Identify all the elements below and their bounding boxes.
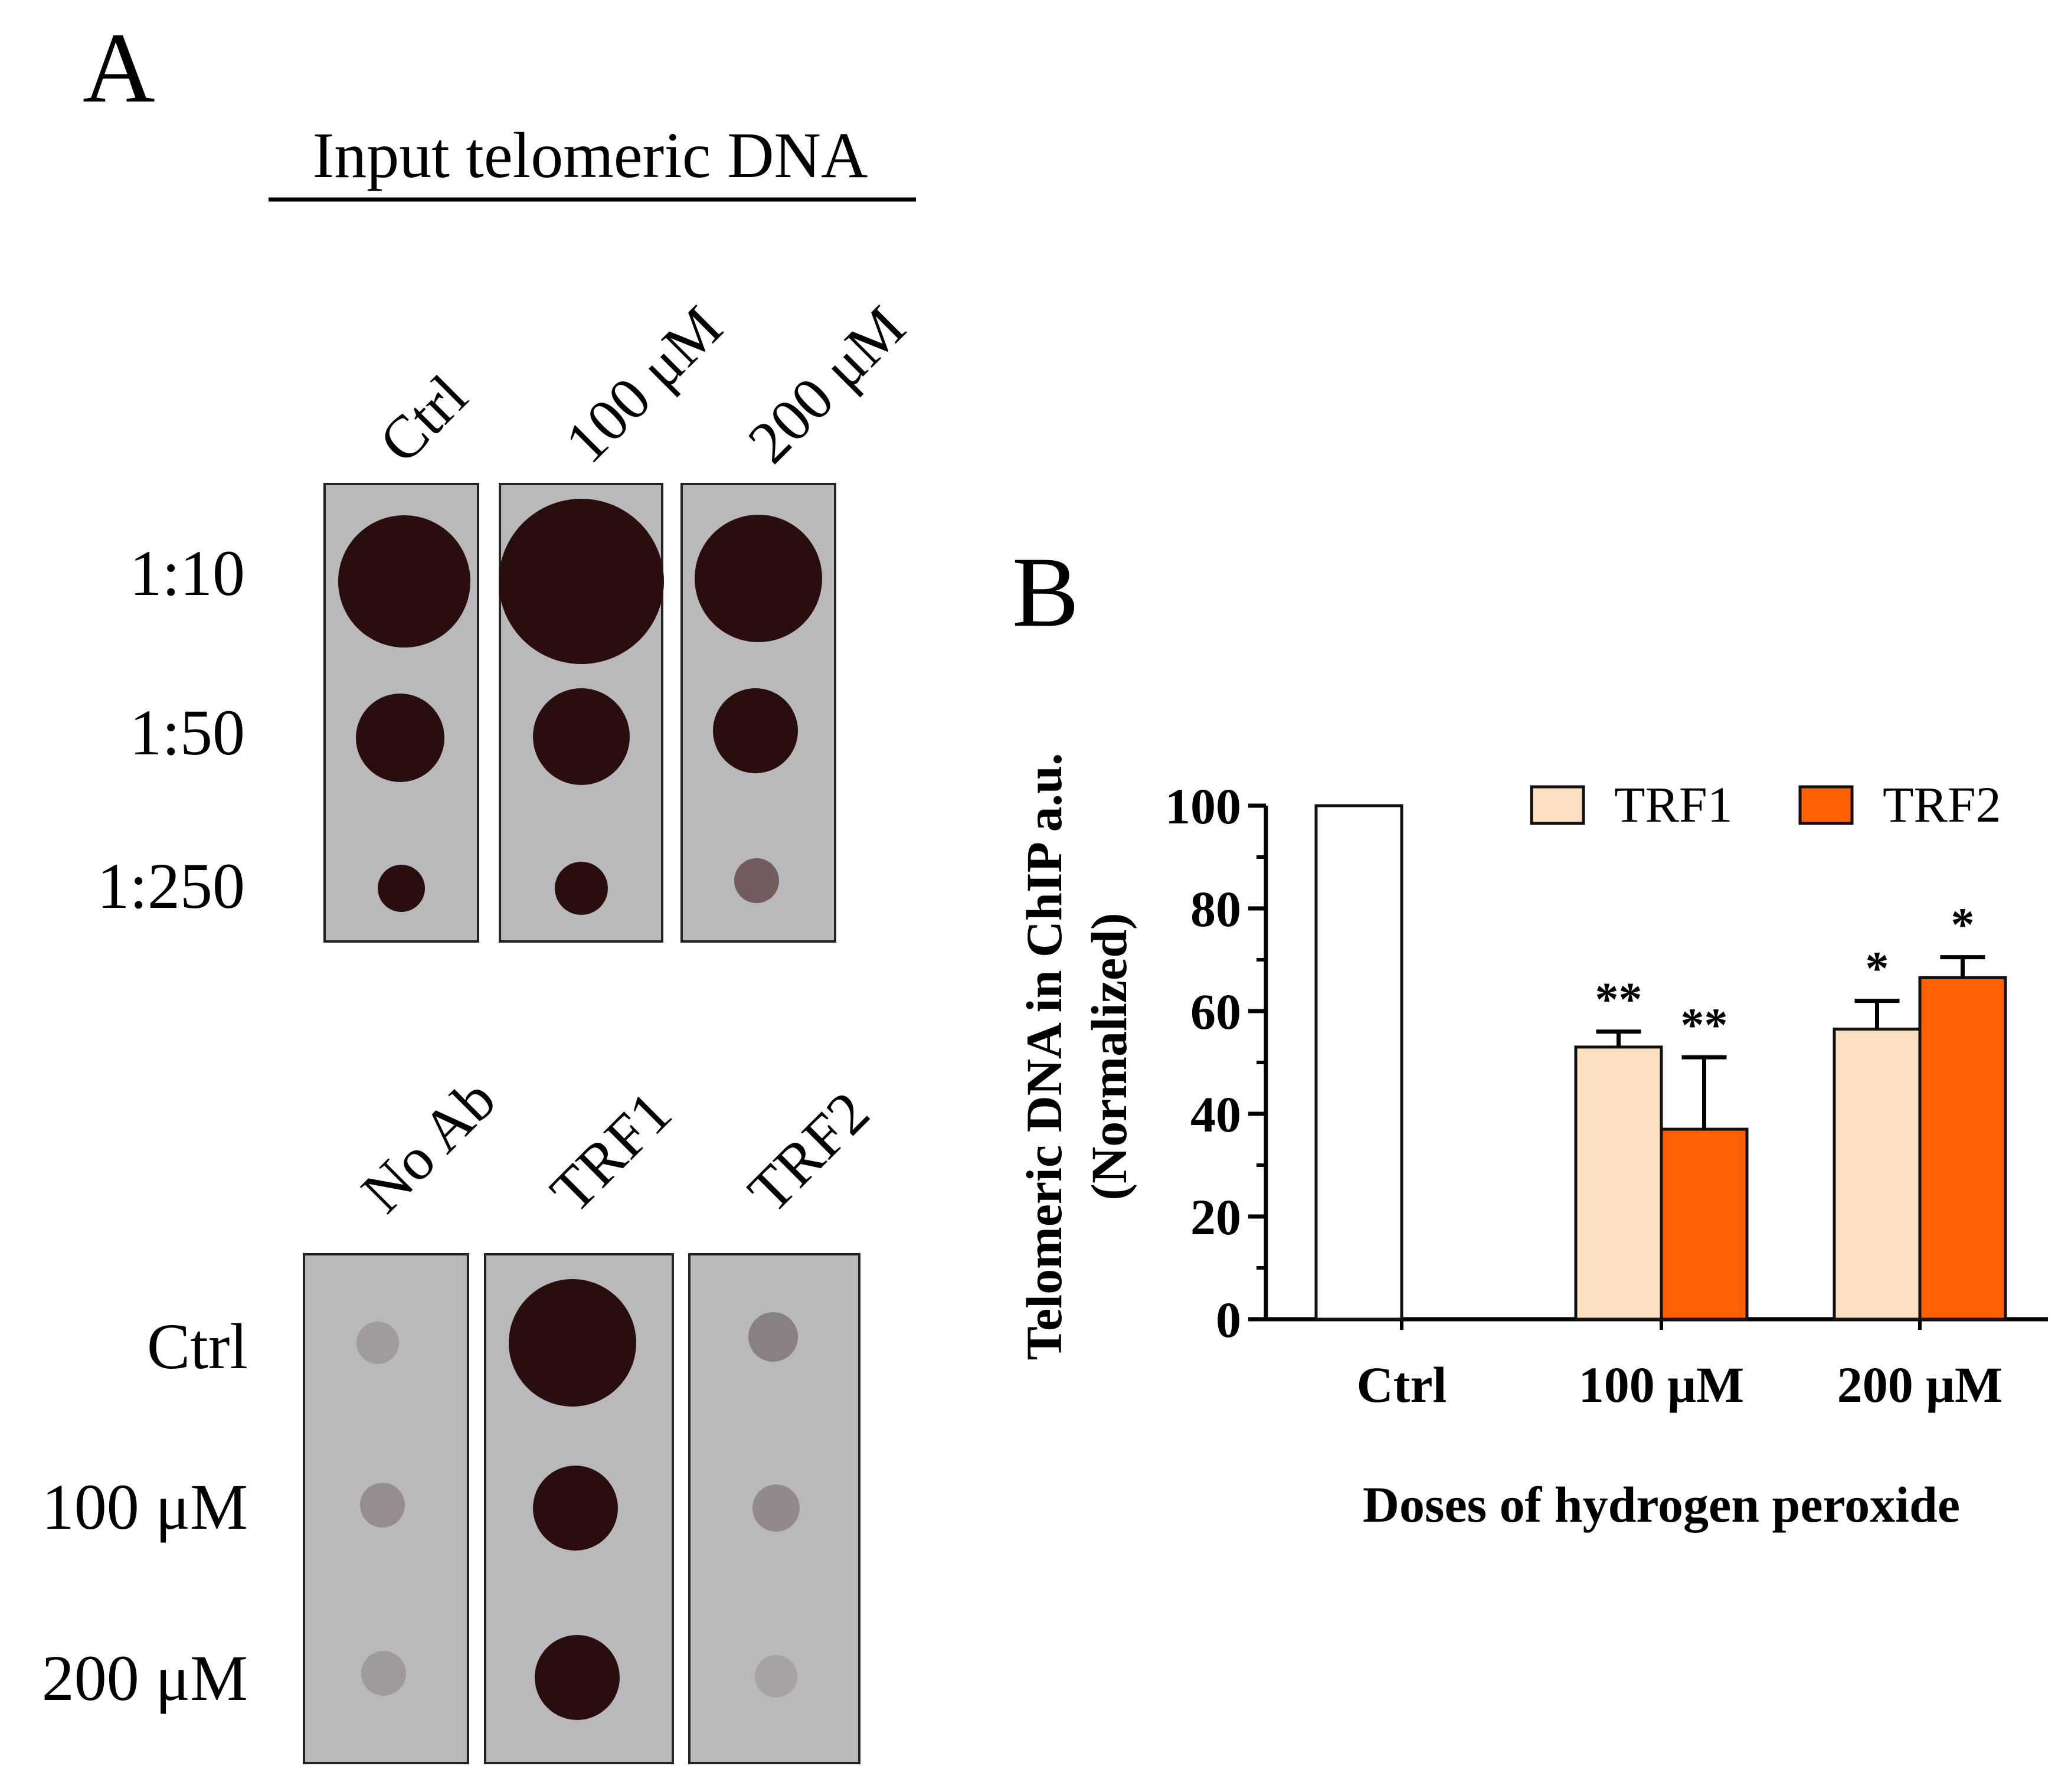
input-dot (499, 499, 664, 664)
input-dot (533, 688, 630, 785)
legend-label: TRF1 (1614, 776, 1733, 833)
chip-blot-strip-trf2 (688, 1253, 860, 1764)
legend-swatch (1798, 785, 1854, 825)
legend-label: TRF2 (1883, 776, 2001, 833)
y-tick-label: 100 (1165, 778, 1241, 835)
input-dot (356, 694, 444, 782)
input-col-header-ctrl: Ctrl (367, 362, 480, 476)
chip-blot-strip-trf1 (484, 1253, 674, 1764)
chip-dot (509, 1279, 636, 1407)
bar (1574, 1045, 1663, 1321)
chip-col-header-trf2: TRF2 (735, 1079, 882, 1225)
y-tick-label: 80 (1190, 881, 1241, 937)
chart-legend: TRF1 TRF2 (1530, 776, 2001, 833)
bar (1918, 976, 2007, 1321)
chip-col-header-noab: No Ab (349, 1066, 508, 1225)
significance-label: * (1951, 900, 1975, 951)
chip-row-label-200: 200 μM (42, 1642, 248, 1714)
input-row-label-1-50: 1:50 (129, 696, 245, 769)
panel-a: A Input telomeric DNA Ctrl 100 μM 200 μM… (42, 12, 918, 1764)
chip-row-label-ctrl: Ctrl (147, 1310, 248, 1382)
y-tick-label: 40 (1190, 1086, 1241, 1143)
bar (1833, 1027, 1922, 1321)
input-blot-strip-200 (680, 483, 836, 943)
input-dot (734, 858, 779, 903)
legend-swatch (1530, 785, 1585, 825)
chip-dot (356, 1322, 399, 1364)
input-blot-strip-ctrl (323, 483, 479, 943)
bar (1314, 804, 1403, 1321)
chip-blot-strip-noab (303, 1253, 469, 1764)
input-dot (378, 865, 425, 912)
chip-dot (535, 1635, 620, 1720)
bar (1660, 1127, 1749, 1321)
panel-b-label: B (1012, 537, 1079, 648)
chip-col-header-trf1: TRF1 (538, 1079, 684, 1225)
y-tick-label: 20 (1190, 1189, 1241, 1245)
input-dot (695, 515, 822, 642)
chip-dot (755, 1655, 797, 1698)
chip-dot (533, 1466, 618, 1551)
chip-dot (752, 1484, 800, 1532)
chart-bars: ** **** (1314, 804, 2007, 1321)
x-tick-label: 100 μM (1579, 1356, 1744, 1413)
x-tick-label: 200 μM (1837, 1356, 2002, 1413)
input-dot (555, 862, 608, 915)
panel-b: B Telomeric DNA in ChIP a.u. (Normalized… (1012, 537, 2048, 1533)
significance-label: * (1866, 943, 1889, 995)
significance-label: ** (1681, 999, 1728, 1051)
panel-a-label: A (83, 12, 155, 123)
y-axis-label-line2: (Normalized) (1081, 913, 1137, 1200)
input-col-header-200: 200 μM (735, 293, 918, 476)
input-dot (713, 688, 798, 773)
x-axis-title: Doses of hydrogen peroxide (1363, 1476, 1960, 1533)
input-col-header-100: 100 μM (552, 293, 735, 476)
input-dot (338, 515, 470, 648)
y-axis-label-line1: Telomeric DNA in ChIP a.u. (1016, 753, 1072, 1361)
significance-label: ** (1595, 974, 1642, 1026)
input-row-label-1-250: 1:250 (97, 850, 245, 922)
input-row-label-1-10: 1:10 (129, 537, 245, 609)
chip-row-label-100: 100 μM (42, 1471, 248, 1543)
y-tick-label: 0 (1216, 1291, 1241, 1348)
y-tick-label: 60 (1190, 983, 1241, 1040)
input-blot-strip-100 (499, 483, 664, 943)
chip-dot (360, 1483, 405, 1528)
chip-dot (361, 1651, 406, 1696)
x-tick-label: Ctrl (1357, 1356, 1447, 1413)
input-title: Input telomeric DNA (313, 119, 868, 191)
chip-dot (748, 1312, 798, 1362)
